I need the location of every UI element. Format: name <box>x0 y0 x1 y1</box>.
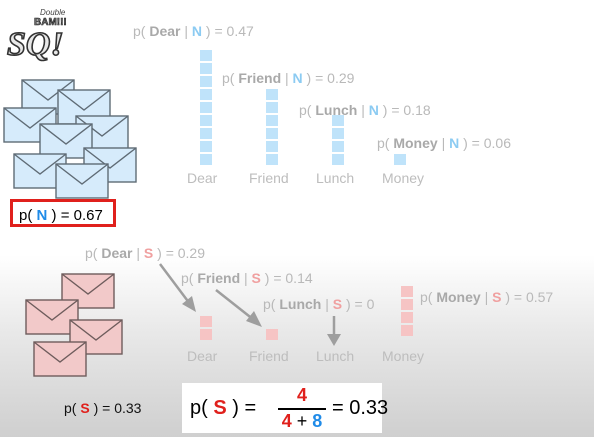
logo-double-text: Double <box>40 8 66 17</box>
envelope-icon <box>69 319 123 355</box>
spam-xlabel-lunch: Lunch <box>316 348 355 364</box>
p-money-given-s: p( Money | S ) = 0.57 <box>420 289 554 305</box>
logo-graphic: Double BAM!!! SQ! <box>6 4 68 64</box>
prior-spam-label: p( S ) = 0.33 <box>64 400 142 416</box>
envelope-icon <box>57 89 111 125</box>
formula-result: = 0.33 <box>332 397 389 419</box>
p-friend-given-n: p( Friend | N ) = 0.29 <box>222 70 355 86</box>
arrow-lunch-icon <box>327 316 341 346</box>
envelope-icon <box>33 341 87 377</box>
normal-histogram <box>200 50 406 165</box>
normal-messages-pile <box>0 76 140 201</box>
spam-xlabel-money: Money <box>382 348 425 364</box>
p-friend-given-s: p( Friend | S ) = 0.14 <box>181 270 313 286</box>
spam-xlabel-dear: Dear <box>187 348 218 364</box>
envelope-icon <box>55 163 109 199</box>
p-dear-given-s: p( Dear | S ) = 0.29 <box>85 245 206 261</box>
normal-bar-friend <box>266 89 278 165</box>
arrow-friend-icon <box>215 289 262 327</box>
p-lunch-given-s: p( Lunch | S ) = 0 <box>263 296 375 312</box>
spam-bar-dear <box>200 316 212 340</box>
prior-normal-box: p( N ) = 0.67 <box>10 199 116 227</box>
p-dear-given-n: p( Dear | N ) = 0.47 <box>133 23 254 39</box>
normal-xlabel-dear: Dear <box>187 170 218 186</box>
spam-bar-money <box>401 286 413 336</box>
normal-xlabel-money: Money <box>382 170 425 186</box>
spam-histogram <box>159 263 413 346</box>
logo-bam-text: BAM!!! <box>34 17 67 28</box>
normal-bar-lunch <box>332 115 344 165</box>
envelope-icons <box>3 79 137 199</box>
normal-xlabel-lunch: Lunch <box>316 170 355 186</box>
normal-bar-dear <box>200 50 212 165</box>
envelope-icons-spam <box>25 273 123 377</box>
formula-lhs: p( S ) = <box>190 397 257 419</box>
spam-bar-friend <box>266 329 278 340</box>
formula-denominator: 4 + 8 <box>281 411 323 431</box>
formula-numerator: 4 <box>296 385 307 405</box>
normal-xlabel-friend: Friend <box>249 170 289 186</box>
p-money-given-n: p( Money | N ) = 0.06 <box>377 135 511 151</box>
normal-bar-money <box>394 154 406 165</box>
logo-letters: SQ! <box>7 26 64 62</box>
spam-messages-pile <box>20 270 130 382</box>
prior-spam-formula: p( S ) = 4 4 + 8 = 0.33 <box>182 383 388 433</box>
p-lunch-given-n: p( Lunch | N ) = 0.18 <box>299 102 431 118</box>
statquest-logo: Double BAM!!! SQ! <box>4 2 70 64</box>
spam-xlabel-friend: Friend <box>249 348 289 364</box>
arrow-dear-icon <box>159 263 196 312</box>
fraction-bar <box>278 408 326 410</box>
